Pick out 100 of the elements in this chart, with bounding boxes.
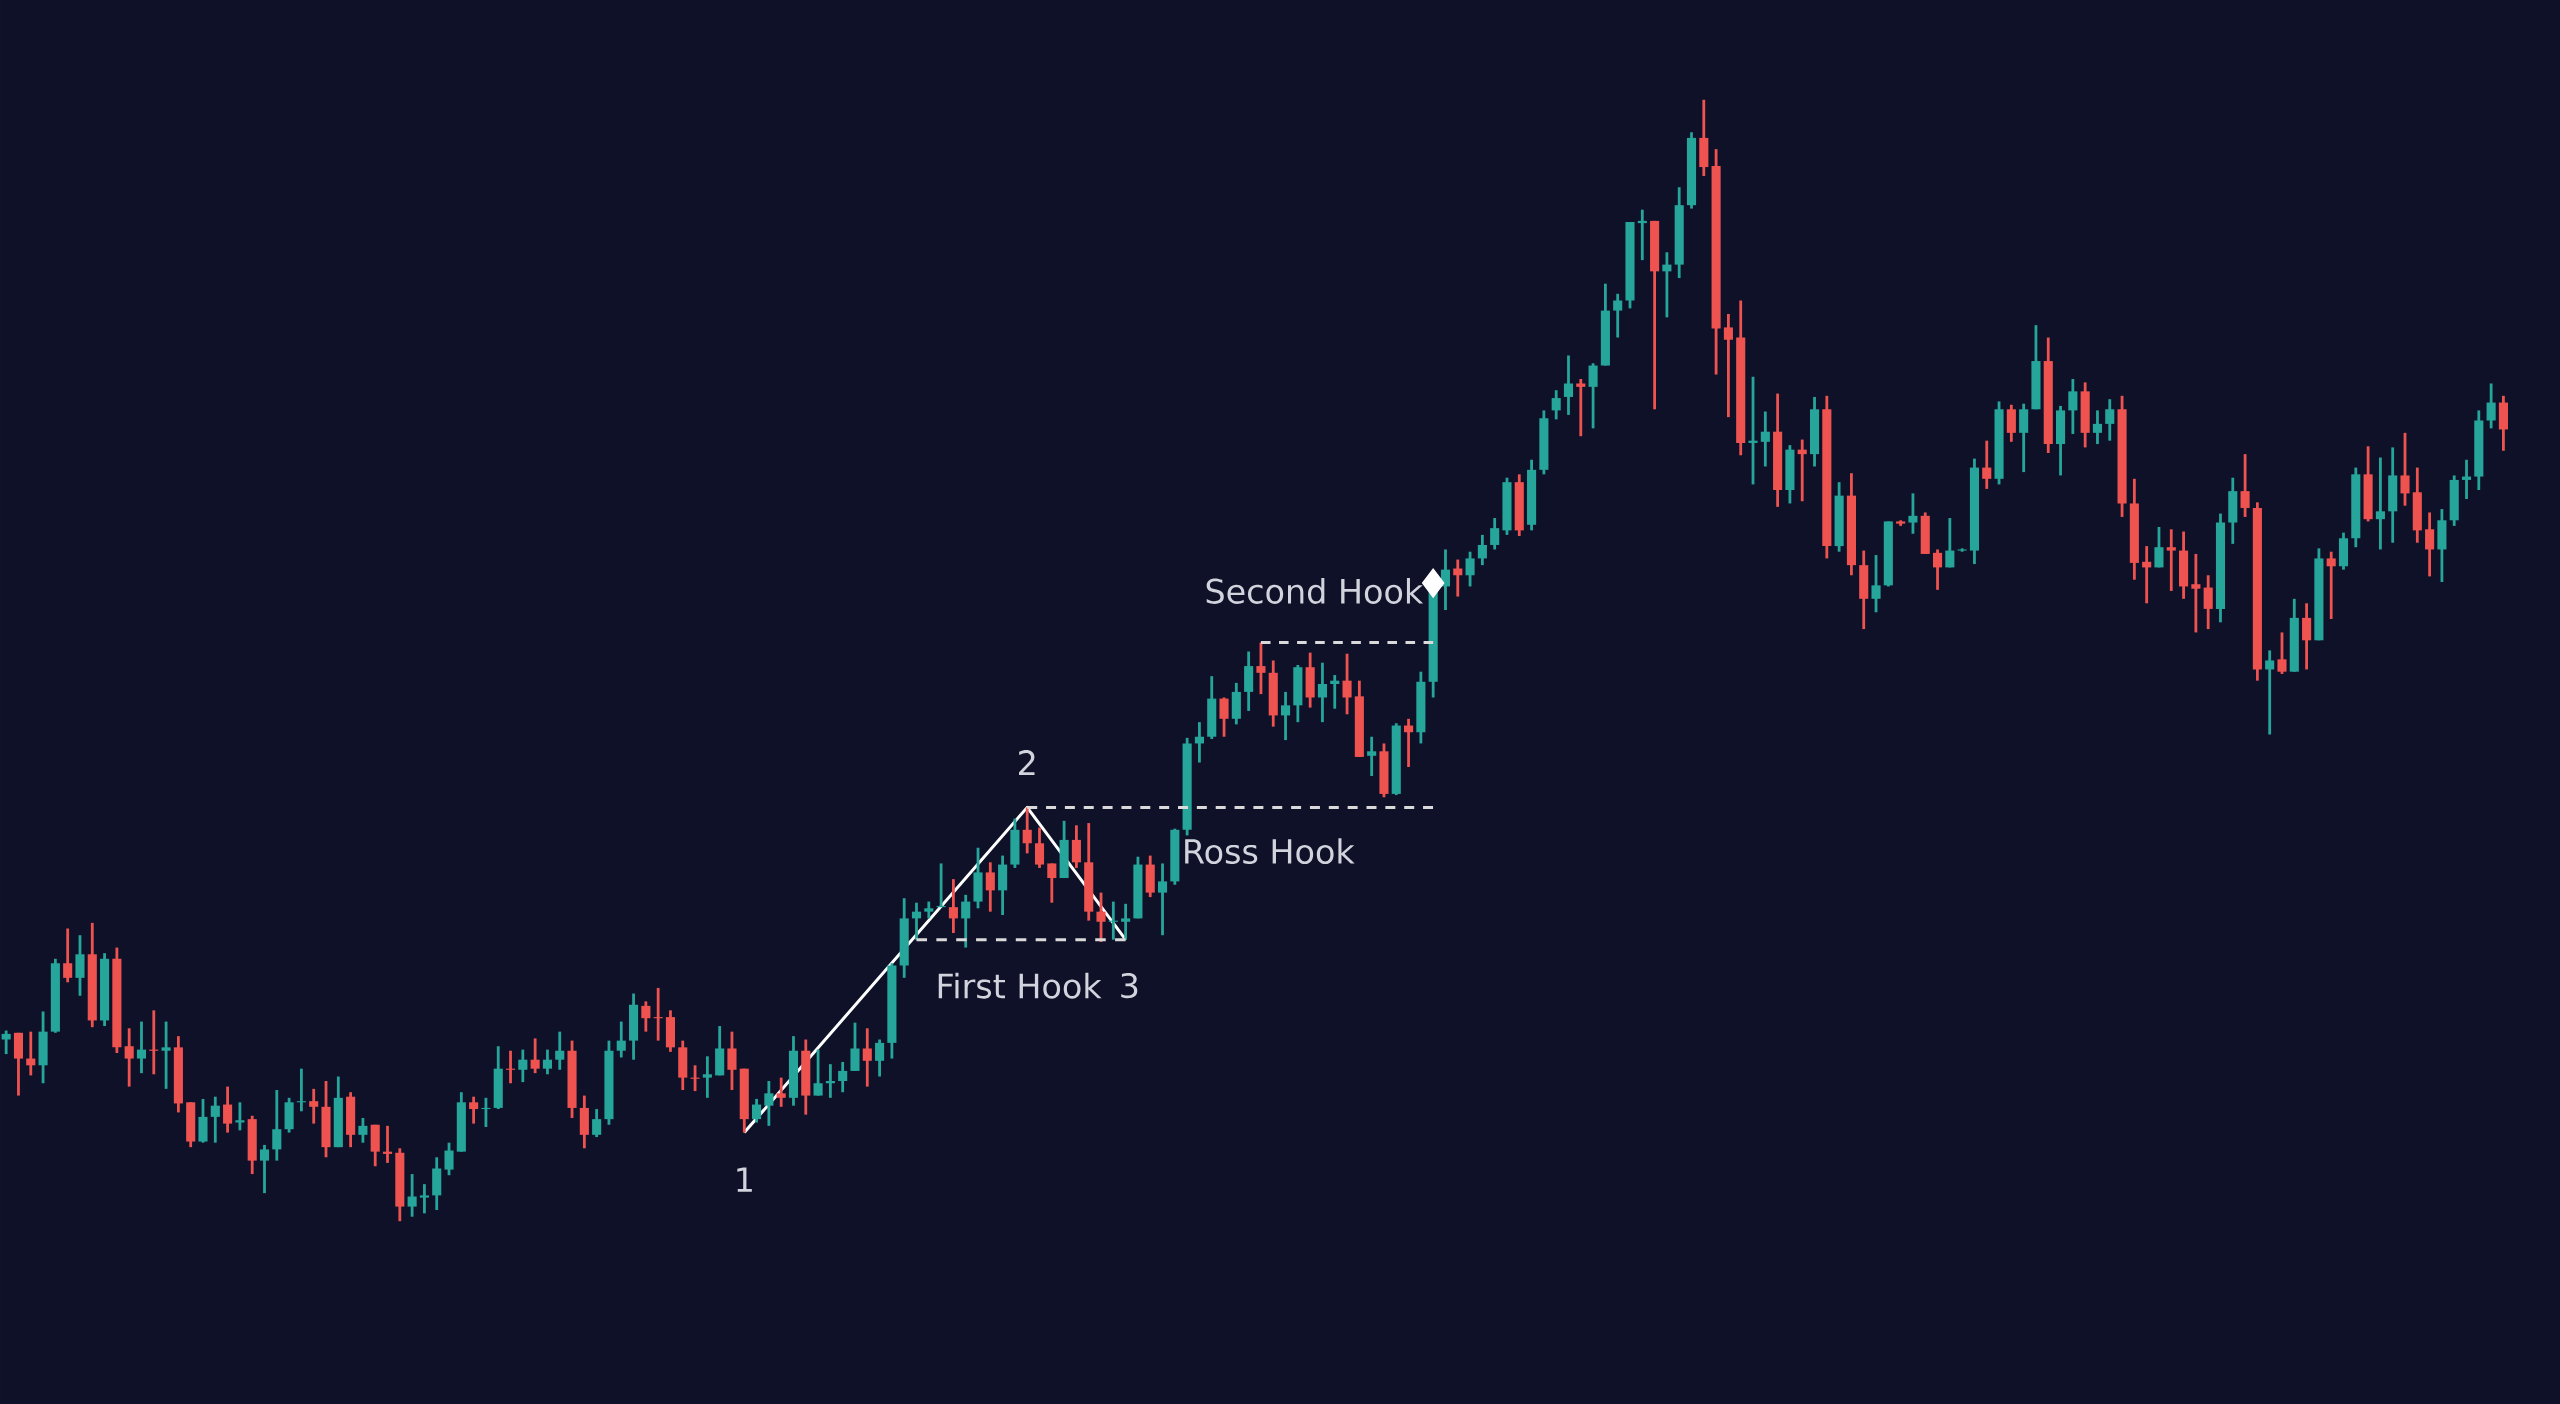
candlestick [1219,696,1229,739]
candlestick [1034,826,1045,870]
candlestick [210,1095,220,1145]
annotation: Ross Hook [1185,838,1355,865]
annotation: First Hook [938,972,1102,999]
candlestick [382,1124,393,1165]
candlestick [1748,375,1758,486]
candlestick [1490,516,1500,551]
candlestick [1588,361,1598,430]
candlestick [2277,631,2287,676]
candlestick [555,1030,565,1072]
candlestick [1071,823,1081,870]
candlestick [2240,452,2250,519]
candlestick [505,1049,516,1085]
candlestick [309,1087,319,1126]
annotation: 2 [1019,750,1035,775]
candlestick [1760,410,1770,468]
candlestick [272,1088,282,1163]
candlestick [1551,388,1561,421]
candlestick [1157,862,1168,937]
candlestick [259,1143,270,1195]
candlestick [1047,862,1057,905]
candlestick [850,1021,860,1073]
candlestick [948,877,958,935]
candlestick [1465,550,1475,588]
candlestick [223,1085,233,1134]
candlestick [1256,641,1266,696]
candlestick [838,1060,848,1094]
candlestick [1281,690,1291,742]
candlestick [961,893,971,949]
candlestick [2019,402,2029,474]
candlestick [481,1096,491,1129]
candlestick [1982,439,1992,491]
candlestick [1613,292,1623,339]
candlestick [862,1026,872,1089]
candlestick [752,1097,762,1124]
candlestick [419,1182,429,1215]
candlestick [2400,431,2410,508]
candlestick [542,1048,552,1076]
annotation: 3 [1121,973,1138,999]
candlestick [1477,533,1487,567]
candlestick [936,862,946,909]
candlestick [2105,397,2115,443]
candlestick [2006,403,2016,444]
candlestick [1637,208,1647,262]
candlestick [2203,573,2213,631]
candlestick [616,1020,626,1059]
candlestick [2486,382,2496,430]
candlestick [690,1063,700,1093]
candlestick [1108,900,1118,942]
candlestick [776,1076,786,1109]
candlestick [727,1030,737,1092]
candlestick [2068,377,2078,436]
candlestick [1022,806,1032,855]
candlestick [2425,511,2435,578]
candlestick [1871,553,1881,614]
annotation: 1 [737,1167,752,1192]
candlestick [1,1029,11,1056]
candlestick [813,1048,823,1097]
candlestick [1945,516,1955,569]
candlestick [469,1095,479,1126]
candlestick [2154,525,2164,569]
candlestick [1932,548,1943,592]
annotation: Second Hook [1206,578,1424,604]
candlestick [2375,456,2385,551]
candlestick [124,1026,134,1089]
candlestick [518,1048,528,1084]
candlestick [2302,601,2312,671]
candlestick [1723,312,1733,419]
candlestick [592,1107,602,1139]
candlestick [296,1067,306,1113]
candlestick [825,1062,835,1100]
candlestick [1576,377,1586,438]
candlestick [75,933,85,998]
candlestick [1121,902,1131,942]
candlestick [136,1020,147,1075]
candlestick [875,1038,885,1078]
candlestick [161,1020,171,1091]
candlestick [444,1141,454,1177]
candlestick [1317,661,1328,724]
candlestick [1908,492,1918,536]
candlestick [149,1008,159,1076]
candlestick [407,1172,417,1219]
candlestick [235,1100,245,1132]
candlestick [641,1000,651,1034]
candlestick [2092,409,2103,446]
candlestick [2166,527,2176,593]
candlestick [2326,550,2336,621]
candlestick [985,860,995,914]
candlestick [1367,735,1377,778]
candlestick [358,1116,368,1145]
candlestick [530,1037,540,1075]
candlestick [702,1054,712,1100]
candlestick [1563,354,1574,417]
candlestick [2265,649,2275,736]
candlestick [764,1079,774,1128]
candlestick [653,986,663,1043]
candlestick [63,927,73,984]
candlestick [1342,652,1352,716]
candlestick [2191,552,2201,634]
